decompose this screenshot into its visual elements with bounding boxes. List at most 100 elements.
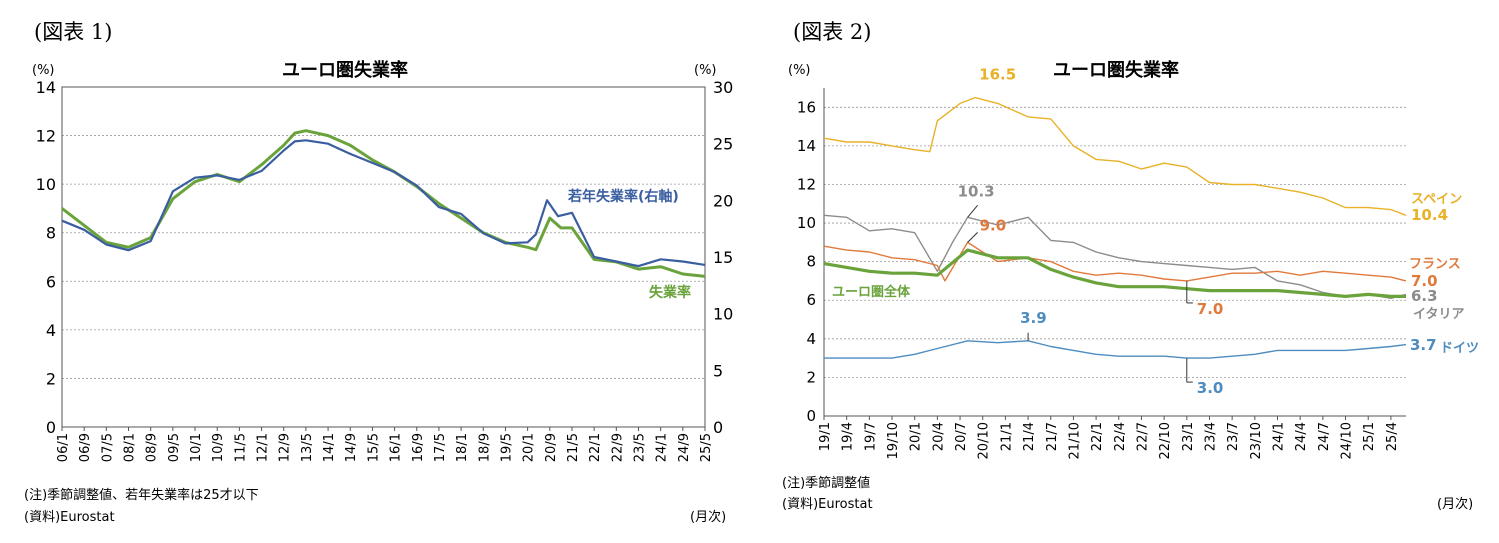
- chart1-x-tick-label: 12/1: [256, 433, 271, 462]
- chart2-series-france: [823, 241, 1407, 282]
- chart2-x-tick-label: 22/4: [1113, 422, 1128, 451]
- chart1-x-tick-label: 25/5: [699, 433, 714, 462]
- chart1-x-tick-label: 08/9: [145, 433, 160, 462]
- chart1-y-tick-right: 25: [713, 135, 733, 154]
- chart1-y-tick-left: 0: [46, 418, 56, 437]
- chart1-title: ユーロ圏失業率: [282, 60, 408, 81]
- chart2-end-label: イタリア: [1413, 307, 1464, 322]
- chart1-y-tick-right: 15: [713, 248, 733, 267]
- chart2-end-label: フランス: [1409, 257, 1461, 272]
- chart1-x-tick-label: 09/5: [167, 433, 182, 462]
- chart2-y-tick: 16: [797, 98, 816, 116]
- chart2-x-tick-label: 24/1: [1272, 422, 1287, 451]
- chart1-y-tick-right: 5: [713, 361, 723, 380]
- chart2-y-tick: 6: [806, 291, 816, 309]
- chart1-x-tick-label: 21/5: [566, 433, 581, 462]
- chart1-x-tick-label: 23/5: [632, 433, 647, 462]
- chart1-x-tick-label: 24/1: [655, 433, 670, 462]
- chart2-annotation-leader: [967, 231, 978, 243]
- chart2-x-tick-label: 24/10: [1340, 422, 1355, 459]
- chart1-x-tick-label: 16/9: [411, 433, 426, 462]
- chart1-series-youth-unemployment: [61, 139, 706, 268]
- chart2-title: ユーロ圏失業率: [1053, 60, 1179, 81]
- chart1-x-tick-label: 10/1: [189, 433, 204, 462]
- chart1-x-tick-label: 10/9: [211, 433, 226, 462]
- chart2-y-tick: 4: [806, 330, 816, 348]
- chart2-x-tick-label: 22/1: [1090, 422, 1105, 451]
- chart2-end-label: 7.0: [1411, 272, 1438, 290]
- chart2-annotation-label: 9.0: [980, 216, 1007, 234]
- chart2-x-tick-label: 25/4: [1385, 422, 1400, 451]
- chart1-plot-frame: [61, 86, 706, 428]
- chart2-series-eurozone: [823, 248, 1406, 298]
- chart1-y-tick-left: 14: [36, 78, 56, 97]
- chart2-y-tick: 10: [797, 214, 816, 232]
- chart1-x-tick-label: 18/1: [455, 433, 470, 462]
- chart2-x-tick-label: 24/7: [1317, 422, 1332, 451]
- chart2-x-tick-label: 20/10: [977, 422, 992, 459]
- chart2-x-tick-label: 19/1: [818, 422, 833, 451]
- chart1-unemployment-rate: 0 2 4 6 8 10 12 14 0 5 10 15 20 25 30 06/1 06/9 07/5 08/1 0…: [36, 78, 734, 462]
- chart1-x-tick-label: 14/9: [344, 433, 359, 462]
- chart1-x-tick-label: 19/5: [499, 433, 514, 462]
- chart1-x-tick-label: 20/9: [544, 433, 559, 462]
- chart2-x-tick-label: 21/1: [999, 422, 1014, 451]
- chart2-x-tick-label: 20/4: [931, 422, 946, 451]
- chart1-x-tick-label: 18/9: [477, 433, 492, 462]
- chart2-x-tick-label: 22/10: [1158, 422, 1173, 459]
- chart2-y-unit: (%): [788, 63, 811, 78]
- chart1-x-unit: (月次): [690, 510, 727, 525]
- chart1-y-tick-left: 4: [46, 321, 56, 340]
- chart1-x-tick-label: 24/9: [677, 433, 692, 462]
- figure2-label: (図表 2): [793, 20, 872, 44]
- chart2-annotation-label: 3.9: [1020, 309, 1047, 327]
- chart1-x-tick-label: 07/5: [100, 433, 115, 462]
- chart1-legend-unemployment: 失業率: [649, 284, 691, 301]
- chart1-x-tick-label: 22/1: [588, 433, 603, 462]
- chart2-series-spain: [823, 96, 1407, 216]
- chart1-note: (注)季節調整値、若年失業率は25才以下: [24, 488, 259, 503]
- chart2-annotation-label: 7.0: [1197, 300, 1224, 318]
- chart2-series-italy: [823, 214, 1407, 299]
- chart2-x-tick-label: 20/1: [909, 422, 924, 451]
- chart2-x-tick-label: 23/7: [1226, 422, 1241, 451]
- chart1-y-tick-left: 12: [36, 127, 56, 146]
- chart1-x-tick-label: 22/9: [610, 433, 625, 462]
- chart1-x-tick-label: 16/1: [389, 433, 404, 462]
- chart2-source: (資料)Eurostat: [782, 497, 873, 512]
- chart2-x-tick-label: 23/4: [1203, 422, 1218, 451]
- chart1-y-tick-right: 20: [713, 191, 733, 210]
- chart2-end-label: スペイン: [1411, 192, 1462, 207]
- chart1-x-tick-label: 11/5: [233, 433, 248, 462]
- chart1-y-unit-left: (%): [32, 63, 55, 78]
- chart1-x-tick-label: 06/1: [56, 433, 71, 462]
- chart1-x-tick-label: 20/1: [522, 433, 537, 462]
- chart1-legend-youth: 若年失業率(右軸): [567, 188, 679, 205]
- chart2-end-label: ユーロ圏全体: [832, 284, 911, 300]
- chart2-x-tick-label: 19/10: [886, 422, 901, 459]
- chart2-y-tick: 8: [806, 253, 816, 271]
- chart1-y-tick-right: 10: [713, 305, 733, 324]
- chart2-annotation-label: 16.5: [979, 66, 1016, 84]
- chart2-end-label: 10.4: [1411, 206, 1448, 224]
- chart2-series-germany: [824, 340, 1407, 359]
- chart2-end-label: ドイツ: [1440, 341, 1479, 356]
- chart2-x-tick-label: 21/4: [1022, 422, 1037, 451]
- chart1-x-tick-label: 06/9: [78, 433, 93, 462]
- chart1-y-tick-left: 8: [46, 224, 56, 243]
- chart1-x-tick-label: 13/5: [300, 433, 315, 462]
- chart2-x-unit: (月次): [1437, 497, 1474, 512]
- chart2-annotation-leader: [967, 204, 978, 218]
- chart1-x-tick-label: 12/9: [278, 433, 293, 462]
- chart2-x-tick-label: 22/7: [1135, 422, 1150, 451]
- chart2-x-tick-label: 19/7: [863, 422, 878, 451]
- figure1-label: (図表 1): [34, 20, 113, 44]
- chart2-y-tick: 0: [806, 407, 816, 425]
- chart1-x-tick-label: 17/5: [433, 433, 448, 462]
- chart2-y-tick: 14: [797, 137, 816, 155]
- chart2-x-tick-label: 20/7: [954, 422, 969, 451]
- chart1-y-tick-left: 10: [36, 175, 56, 194]
- chart2-end-label: 3.7: [1410, 336, 1437, 354]
- chart2-note: (注)季節調整値: [782, 476, 871, 491]
